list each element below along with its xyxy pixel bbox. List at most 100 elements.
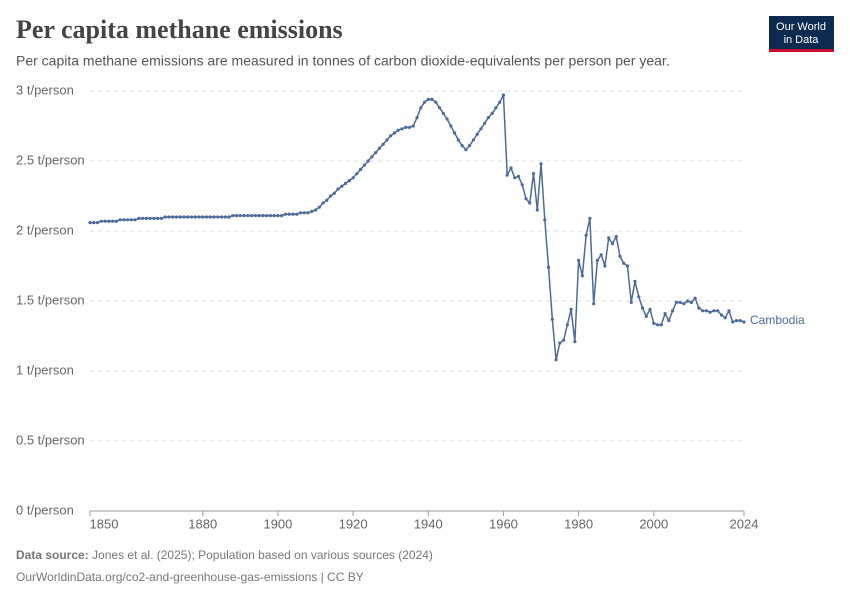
- point: [287, 212, 291, 216]
- point: [738, 319, 742, 323]
- point: [468, 144, 472, 148]
- point: [276, 214, 280, 218]
- point: [261, 214, 265, 218]
- x-tick-label: 1940: [414, 516, 443, 531]
- point: [208, 215, 212, 219]
- point: [565, 323, 569, 327]
- x-tick-label: 1880: [188, 516, 217, 531]
- point: [622, 261, 626, 265]
- logo-bar: [769, 49, 834, 52]
- point: [310, 209, 314, 213]
- x-tick-label: 1900: [263, 516, 292, 531]
- point: [227, 215, 231, 219]
- point: [569, 307, 573, 311]
- point: [588, 216, 592, 220]
- point: [118, 218, 122, 222]
- point: [317, 205, 321, 209]
- point: [370, 155, 374, 159]
- point: [531, 172, 536, 176]
- point: [340, 184, 344, 188]
- y-tick-label: 2 t/person: [16, 222, 74, 237]
- point: [528, 201, 532, 205]
- point: [731, 320, 735, 324]
- source-text: Jones et al. (2025); Population based on…: [92, 548, 433, 562]
- point: [486, 116, 491, 120]
- url: OurWorldinData.org/co2-and-greenhouse-ga…: [16, 570, 364, 584]
- point: [678, 300, 682, 304]
- point: [92, 221, 96, 225]
- point: [614, 235, 618, 239]
- point: [265, 214, 269, 218]
- point: [234, 214, 239, 218]
- point: [201, 215, 205, 219]
- point: [396, 128, 400, 132]
- point: [415, 116, 419, 120]
- point: [152, 216, 156, 220]
- point: [272, 214, 276, 218]
- point: [366, 159, 370, 163]
- point: [347, 179, 351, 183]
- point: [592, 302, 596, 306]
- y-tick-label: 1.5 t/person: [16, 292, 85, 307]
- point: [204, 215, 209, 219]
- x-tick-label: 2024: [730, 516, 759, 531]
- point: [554, 358, 558, 362]
- point: [291, 212, 295, 216]
- point: [328, 194, 333, 198]
- point: [223, 215, 227, 219]
- point: [99, 219, 103, 223]
- point: [257, 214, 261, 218]
- point: [362, 163, 366, 167]
- chart-title: Per capita methane emissions: [16, 15, 343, 44]
- point: [389, 134, 393, 138]
- point: [682, 302, 686, 306]
- point: [216, 215, 220, 219]
- point: [494, 106, 498, 110]
- point: [246, 214, 250, 218]
- x-tick-label: 2000: [639, 516, 668, 531]
- point: [607, 236, 611, 240]
- point: [693, 296, 697, 300]
- point: [535, 208, 539, 212]
- point: [268, 214, 273, 218]
- point: [283, 212, 288, 216]
- point: [133, 218, 137, 222]
- point: [321, 201, 325, 205]
- point: [689, 300, 693, 304]
- point: [524, 197, 528, 201]
- point: [419, 106, 423, 110]
- point: [302, 211, 306, 215]
- point: [513, 176, 517, 180]
- point: [734, 319, 739, 323]
- point: [167, 215, 171, 219]
- point: [163, 215, 167, 219]
- point: [640, 306, 645, 310]
- point: [306, 211, 310, 215]
- x-tick-label: 1850: [90, 516, 119, 531]
- logo-text: in Data: [784, 34, 820, 46]
- point: [374, 151, 378, 155]
- point: [186, 215, 190, 219]
- point: [452, 131, 457, 135]
- point: [501, 93, 506, 97]
- y-tick-label: 3 t/person: [16, 82, 74, 97]
- point: [674, 300, 678, 304]
- point: [231, 214, 235, 218]
- point: [561, 338, 566, 342]
- point: [430, 97, 434, 101]
- point: [701, 309, 705, 313]
- point: [298, 211, 303, 215]
- point: [95, 221, 100, 225]
- point: [539, 162, 543, 166]
- point: [471, 138, 475, 142]
- point: [599, 253, 603, 257]
- point: [182, 215, 186, 219]
- point: [156, 216, 160, 220]
- point: [212, 215, 216, 219]
- point: [652, 321, 656, 325]
- point: [667, 319, 671, 323]
- point: [580, 274, 584, 278]
- point: [509, 166, 513, 170]
- point: [253, 214, 257, 218]
- point: [464, 148, 468, 152]
